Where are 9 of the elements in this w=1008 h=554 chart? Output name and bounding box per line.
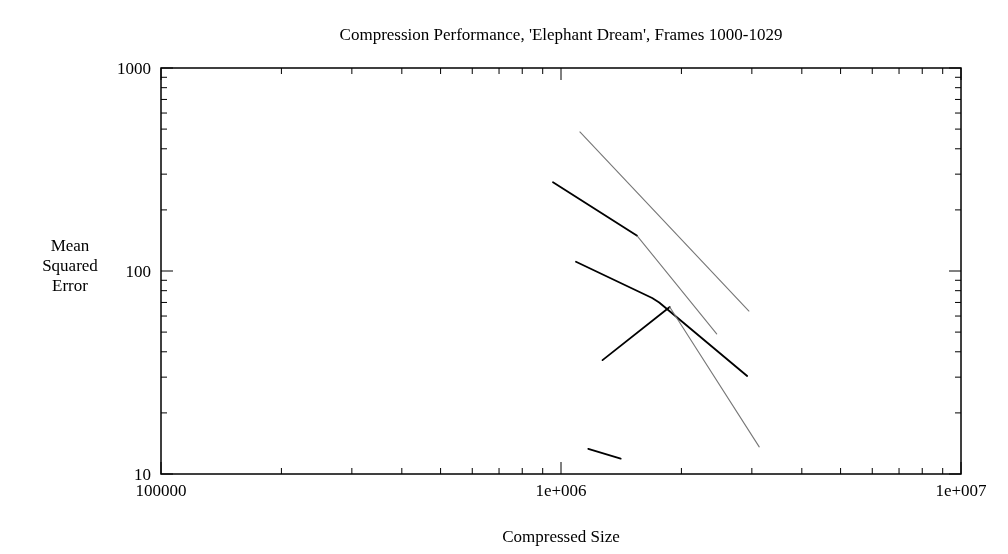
x-tick-label: 1e+006 [535, 481, 587, 500]
y-tick-label: 1000 [117, 59, 151, 78]
y-axis-title: Mean Squared Error [42, 236, 99, 295]
x-axis-title: Compressed Size [502, 527, 620, 546]
x-tick-label: 100000 [135, 481, 187, 500]
y-tick-label: 10 [134, 465, 151, 484]
y-tick-label: 100 [125, 262, 151, 281]
x-tick-label: 1e+007 [935, 481, 988, 500]
chart-title: Compression Performance, 'Elephant Dream', Frames 1000-1029 [339, 25, 783, 44]
